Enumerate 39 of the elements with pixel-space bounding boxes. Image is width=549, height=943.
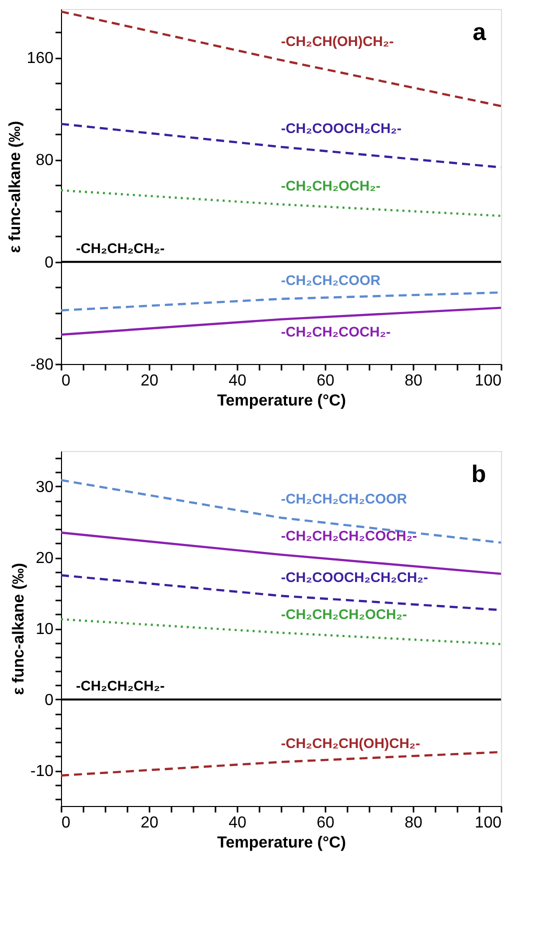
y-tick-label: 160 — [26, 50, 54, 68]
series-label: -CH₂CH₂COCH₂- — [281, 323, 391, 340]
y-tick-label: 0 — [44, 692, 54, 709]
series-label: -CH₂CH₂COOR — [281, 272, 381, 288]
y-axis-title: ε func-alkane (‰) — [10, 562, 28, 696]
x-axis-title: Temperature (°C) — [217, 834, 346, 852]
x-tick-label: 0 — [62, 372, 70, 390]
x-tick-label: 20 — [140, 372, 158, 390]
x-tick-label: 100 — [474, 814, 502, 832]
x-tick-label: 20 — [140, 814, 158, 832]
series-label: -CH₂COOCH₂CH₂CH₂- — [281, 568, 428, 585]
series-label: -CH₂CH(OH)CH₂- — [281, 33, 394, 50]
x-tick-label: 40 — [228, 814, 246, 832]
x-axis-title: Temperature (°C) — [217, 392, 346, 410]
y-axis-title: ε func-alkane (‰) — [6, 120, 24, 254]
x-tick-label: 80 — [404, 372, 422, 390]
series-label: -CH₂CH₂CH₂COCH₂- — [281, 528, 418, 544]
series-label: -CH₂COOCH₂CH₂- — [281, 120, 402, 136]
series-label: -CH₂CH₂CH₂COOR — [281, 490, 407, 507]
y-tick-label: 30 — [36, 479, 54, 496]
series-label: -CH₂CH₂OCH₂- — [281, 177, 381, 194]
x-tick-label: 100 — [474, 372, 502, 390]
x-tick-label: 80 — [404, 814, 422, 832]
annotation: b — [471, 461, 486, 488]
x-tick-label: 60 — [316, 814, 334, 832]
series-label: -CH₂CH₂CH₂OCH₂- — [281, 606, 408, 622]
y-tick-label: -80 — [30, 356, 54, 374]
y-tick-label: 20 — [36, 550, 54, 567]
annotation: a — [472, 19, 487, 46]
y-tick-label: 80 — [36, 152, 54, 170]
y-tick-label: -10 — [30, 763, 54, 780]
x-tick-label: 60 — [316, 372, 334, 390]
x-tick-label: 40 — [228, 372, 246, 390]
ref-line-label: -CH₂CH₂CH₂- — [76, 678, 165, 694]
y-tick-label: 10 — [36, 621, 54, 638]
x-tick-label: 0 — [62, 814, 70, 832]
y-tick-label: 0 — [44, 254, 54, 272]
series-label: -CH₂CH₂CH(OH)CH₂- — [281, 734, 421, 751]
ref-line-label: -CH₂CH₂CH₂- — [76, 240, 165, 256]
